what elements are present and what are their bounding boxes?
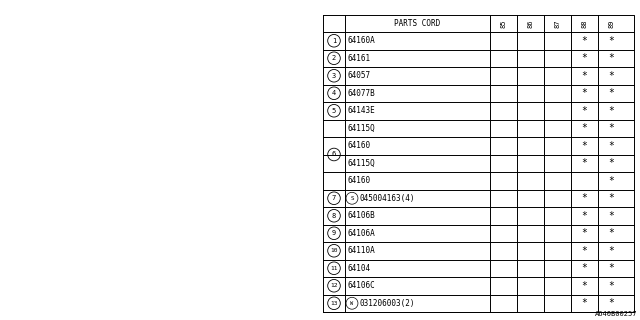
Text: 4: 4 (332, 90, 336, 96)
Text: 64115Q: 64115Q (348, 159, 376, 168)
Text: 85: 85 (500, 19, 506, 28)
Text: *: * (609, 176, 614, 186)
Text: *: * (609, 123, 614, 133)
Text: 8: 8 (332, 213, 336, 219)
Text: *: * (609, 228, 614, 238)
Text: *: * (582, 263, 588, 273)
Text: 86: 86 (527, 19, 534, 28)
Text: 12: 12 (330, 283, 338, 288)
Text: 64106C: 64106C (348, 281, 376, 290)
Text: *: * (609, 246, 614, 256)
Text: A640B00257: A640B00257 (595, 311, 637, 317)
Text: 64110A: 64110A (348, 246, 376, 255)
Text: *: * (582, 123, 588, 133)
Text: *: * (609, 36, 614, 46)
Text: *: * (609, 53, 614, 63)
Text: *: * (582, 106, 588, 116)
Text: 64106B: 64106B (348, 211, 376, 220)
Text: 64160: 64160 (348, 176, 371, 185)
Text: 89: 89 (609, 19, 614, 28)
Text: 88: 88 (582, 19, 588, 28)
Text: *: * (582, 158, 588, 168)
Text: *: * (609, 281, 614, 291)
Text: *: * (582, 36, 588, 46)
Text: 64161: 64161 (348, 54, 371, 63)
Text: *: * (582, 88, 588, 98)
Text: *: * (582, 71, 588, 81)
Text: 64160A: 64160A (348, 36, 376, 45)
Text: PARTS CORD: PARTS CORD (394, 19, 440, 28)
Text: *: * (609, 193, 614, 203)
Text: *: * (609, 141, 614, 151)
Text: 031206003(2): 031206003(2) (360, 299, 415, 308)
Text: *: * (609, 263, 614, 273)
Text: 64077B: 64077B (348, 89, 376, 98)
Text: 64160: 64160 (348, 141, 371, 150)
Text: *: * (582, 298, 588, 308)
Text: *: * (609, 71, 614, 81)
Text: *: * (582, 281, 588, 291)
Text: *: * (582, 228, 588, 238)
Text: 2: 2 (332, 55, 336, 61)
Text: 13: 13 (330, 301, 338, 306)
Text: 64115Q: 64115Q (348, 124, 376, 133)
Text: W: W (351, 301, 353, 306)
Text: 6: 6 (332, 151, 336, 157)
Text: *: * (582, 141, 588, 151)
Text: *: * (582, 193, 588, 203)
Text: 7: 7 (332, 195, 336, 201)
Text: S: S (350, 196, 354, 201)
Text: 11: 11 (330, 266, 338, 271)
Text: 87: 87 (554, 19, 561, 28)
Text: 10: 10 (330, 248, 338, 253)
Text: 3: 3 (332, 73, 336, 79)
Text: *: * (609, 211, 614, 221)
Text: *: * (609, 106, 614, 116)
Text: *: * (582, 53, 588, 63)
Text: 64143E: 64143E (348, 106, 376, 115)
Text: *: * (609, 88, 614, 98)
Text: *: * (609, 298, 614, 308)
Bar (0, 0, 322, 320)
Text: 5: 5 (332, 108, 336, 114)
Text: 64104: 64104 (348, 264, 371, 273)
Text: 64057: 64057 (348, 71, 371, 80)
Text: 1: 1 (332, 38, 336, 44)
Text: 045004163(4): 045004163(4) (360, 194, 415, 203)
Text: *: * (582, 211, 588, 221)
Text: 9: 9 (332, 230, 336, 236)
Text: *: * (582, 246, 588, 256)
Text: 64106A: 64106A (348, 229, 376, 238)
Text: *: * (609, 158, 614, 168)
